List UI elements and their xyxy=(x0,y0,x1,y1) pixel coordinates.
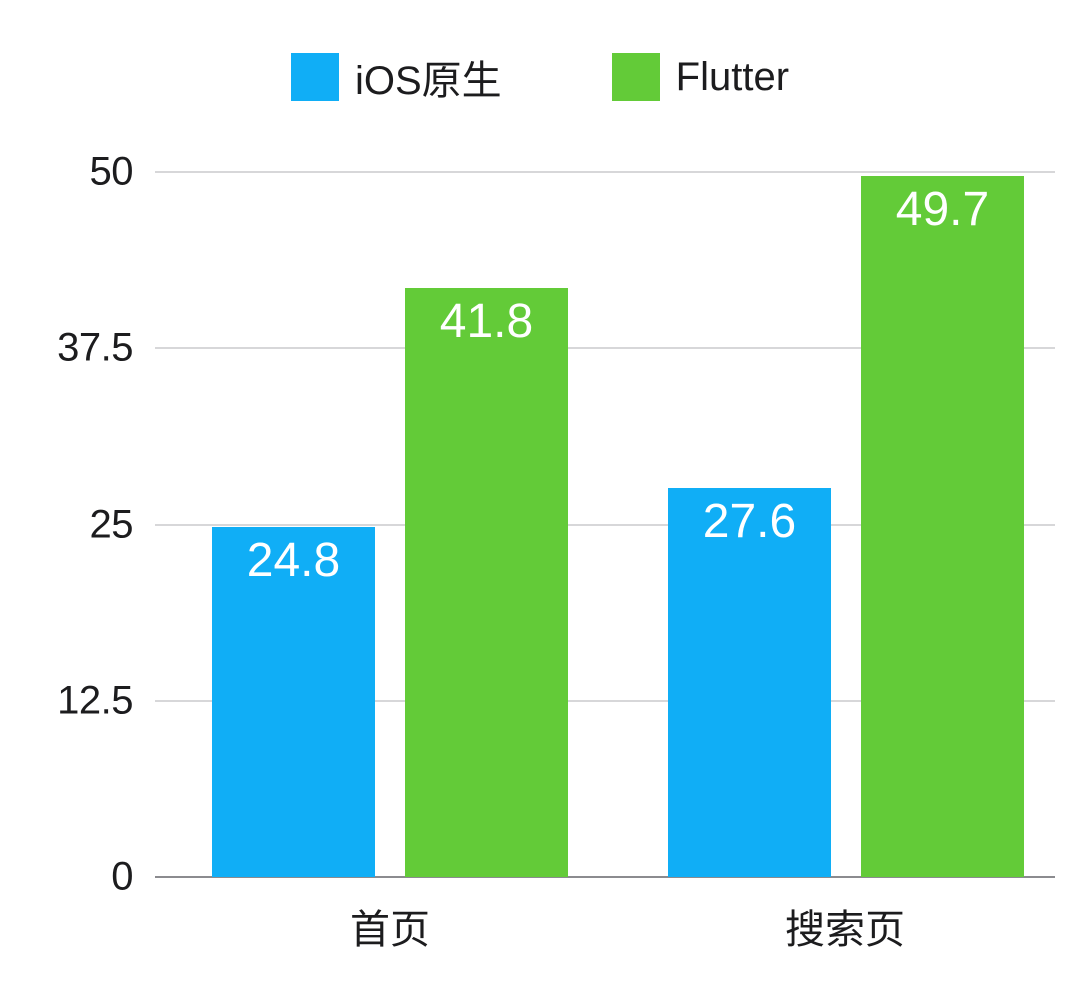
legend-item-0: iOS原生 xyxy=(291,48,502,106)
legend-item-1: Flutter xyxy=(612,53,789,101)
plot-area: 012.52537.55024.841.8首页27.649.7搜索页 xyxy=(155,172,1055,877)
gridline xyxy=(155,171,1055,173)
bar-value-label: 41.8 xyxy=(440,294,533,349)
legend-label: Flutter xyxy=(676,55,789,100)
bar: 49.7 xyxy=(861,176,1024,877)
legend-swatch xyxy=(612,53,660,101)
bar-chart: iOS原生 Flutter 0 12.5 25 37.5 50 24.8 41.8 首页 27.6… xyxy=(0,0,1080,989)
x-category-label: 首页 xyxy=(350,877,430,955)
x-category-label: 搜索页 xyxy=(785,877,905,955)
bar-value-label: 27.6 xyxy=(703,494,796,549)
y-tick-label: 50 xyxy=(90,150,156,195)
y-tick-label: 25 xyxy=(90,502,156,547)
bar: 27.6 xyxy=(668,488,831,877)
legend-label: iOS原生 xyxy=(355,48,502,106)
bar-value-label: 49.7 xyxy=(896,182,989,237)
bar-value-label: 24.8 xyxy=(247,533,340,588)
y-tick-label: 0 xyxy=(111,855,155,900)
bar: 41.8 xyxy=(405,288,568,877)
legend-swatch xyxy=(291,53,339,101)
bar: 24.8 xyxy=(212,527,375,877)
y-tick-label: 12.5 xyxy=(57,678,155,723)
y-tick-label: 37.5 xyxy=(57,326,155,371)
legend: iOS原生 Flutter xyxy=(0,48,1080,106)
